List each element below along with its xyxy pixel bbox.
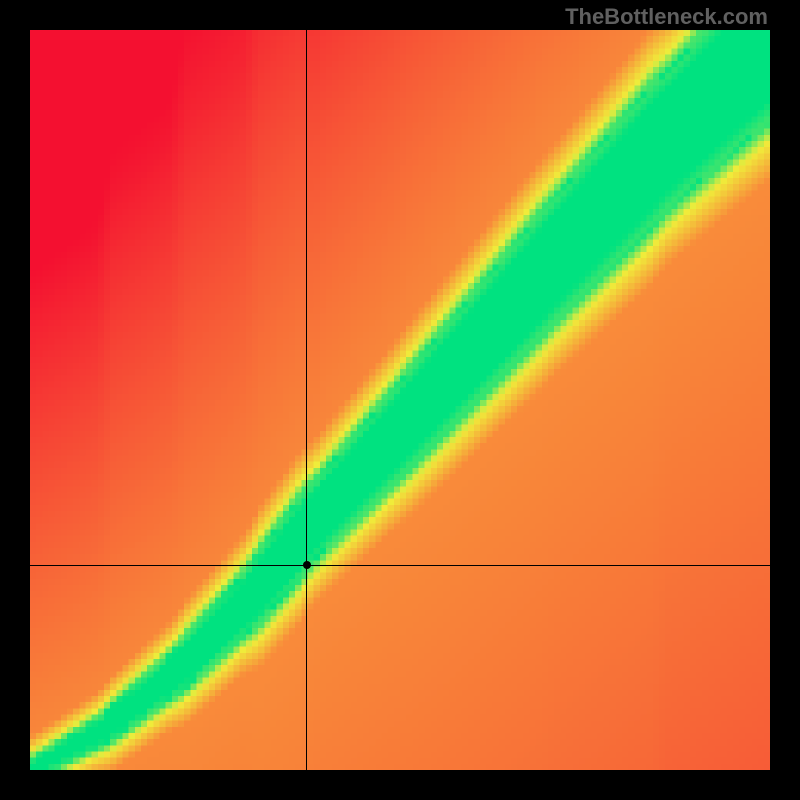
crosshair-marker-dot [303,561,311,569]
bottleneck-heatmap [30,30,770,770]
watermark-text: TheBottleneck.com [565,4,768,30]
crosshair-horizontal [30,565,770,566]
crosshair-vertical [306,30,307,770]
